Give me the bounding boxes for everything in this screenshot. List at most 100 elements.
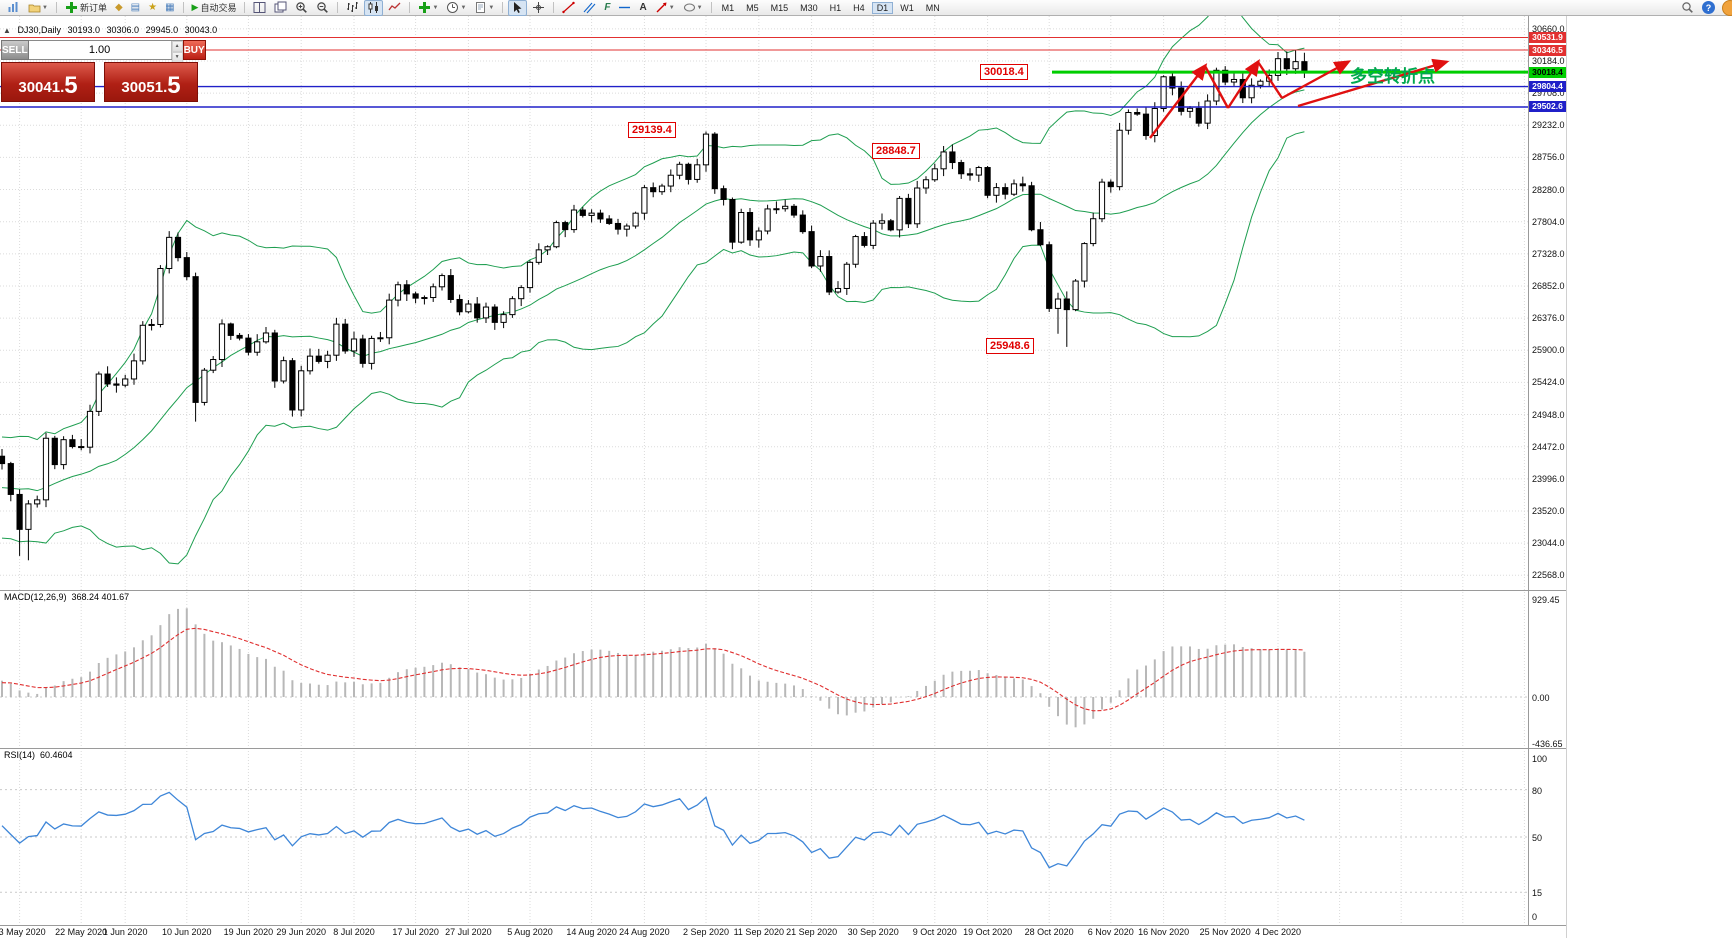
- timeframe-M15[interactable]: M15: [770, 2, 789, 13]
- price-axis-label: 28280.0: [1532, 184, 1565, 195]
- toolbar-separator: [244, 2, 246, 13]
- one-click-top-row: SELL ▲ ▼ BUY: [1, 40, 206, 63]
- date-axis-label: 24 Aug 2020: [619, 927, 670, 937]
- candlestick-chart-button[interactable]: [364, 0, 384, 16]
- new-chart-button[interactable]: [4, 0, 23, 16]
- market-watch-icon: ◆: [114, 2, 123, 13]
- channel-button[interactable]: [580, 0, 599, 16]
- date-axis-label: 6 Nov 2020: [1087, 927, 1134, 937]
- arrows-tool-button[interactable]: ▼: [652, 0, 678, 16]
- toolbar-separator: [710, 2, 712, 13]
- volume-up-button[interactable]: ▲: [171, 41, 183, 52]
- buy-button[interactable]: BUY: [182, 40, 206, 60]
- timeframe-M1[interactable]: M1: [721, 2, 735, 13]
- date-axis-label: 9 Oct 2020: [912, 927, 957, 937]
- volume-input[interactable]: [28, 41, 171, 59]
- text-tool-icon: A: [639, 2, 647, 13]
- sell-button[interactable]: SELL: [1, 40, 29, 60]
- toolbar-separator: [553, 2, 555, 13]
- cursor-button[interactable]: [508, 0, 528, 16]
- date-axis-label: 17 Jul 2020: [392, 927, 439, 937]
- date-axis-label: 14 Aug 2020: [566, 927, 617, 937]
- timeframe-group: M1 M5 M15 M30 H1 H4 D1 W1 MN: [716, 1, 946, 14]
- data-window-button[interactable]: ▤: [128, 0, 143, 16]
- price-axis-label: 27804.0: [1532, 216, 1565, 227]
- price-line-tag: 30346.5: [1529, 44, 1566, 56]
- price-axis[interactable]: 30660.0 30184.0 29708.0 29232.0 28756.0 28280…: [1529, 0, 1566, 938]
- text-button[interactable]: A: [636, 0, 649, 16]
- periods-button[interactable]: ▼: [443, 0, 469, 16]
- timeframe-W1[interactable]: W1: [900, 2, 914, 13]
- high-value: 30306.0: [106, 25, 140, 35]
- sell-price-box[interactable]: 30041. 5: [1, 62, 95, 102]
- price-axis-label: 24472.0: [1532, 441, 1565, 452]
- shapes-button[interactable]: ▼: [680, 0, 706, 16]
- navigator-icon: ★: [148, 2, 158, 13]
- price-axis-label: 23044.0: [1532, 538, 1565, 549]
- date-axis-label: 8 Jul 2020: [333, 927, 375, 937]
- help-button[interactable]: ?: [1699, 0, 1718, 16]
- timeframe-H4[interactable]: H4: [853, 2, 865, 13]
- price-axis-label: 29232.0: [1532, 120, 1565, 131]
- zoom-out-button[interactable]: [313, 0, 332, 16]
- date-axis-label: 25 Nov 2020: [1199, 927, 1251, 937]
- price-axis-label: 28756.0: [1532, 152, 1565, 163]
- new-order-button[interactable]: 新订单: [62, 0, 110, 16]
- navigator-button[interactable]: ★: [145, 0, 160, 16]
- crosshair-button[interactable]: [529, 0, 548, 16]
- horizontal-line-button[interactable]: [615, 0, 634, 16]
- search-button[interactable]: [1678, 0, 1697, 16]
- templates-button[interactable]: ▼: [471, 0, 497, 16]
- bar-chart-button[interactable]: [343, 0, 362, 16]
- date-axis-label: 10 Jun 2020: [162, 927, 212, 937]
- date-axis-label: 29 Jun 2020: [276, 927, 326, 937]
- trendline-button[interactable]: [559, 0, 578, 16]
- profiles-button[interactable]: ▼: [25, 0, 51, 16]
- line-chart-button[interactable]: [385, 0, 404, 16]
- timeframe-MN[interactable]: MN: [925, 2, 940, 13]
- one-click-toggle[interactable]: ▲: [3, 26, 11, 35]
- rsi-axis-label: 100: [1532, 754, 1548, 764]
- autotrading-label: 自动交易: [200, 3, 237, 13]
- price-axis-label: 24948.0: [1532, 409, 1565, 420]
- date-axis-label: 13 May 2020: [0, 927, 46, 937]
- rsi-axis-label: 0: [1532, 912, 1538, 922]
- toolbar-right-group: ?: [1677, 0, 1732, 16]
- tile-windows-button[interactable]: [250, 0, 269, 16]
- price-axis-label: 26852.0: [1532, 280, 1565, 291]
- date-axis-label: 16 Nov 2020: [1138, 927, 1190, 937]
- close-value: 30043.0: [184, 25, 218, 35]
- date-axis-label: 27 Jul 2020: [445, 927, 492, 937]
- price-line-tag: 29804.4: [1529, 81, 1566, 93]
- price-axis-label: 23996.0: [1532, 473, 1565, 484]
- indicators-button[interactable]: ▼: [415, 0, 441, 16]
- timeframe-M30[interactable]: M30: [800, 2, 818, 13]
- chart-ohlc-header: ▲ DJ30,Daily 30193.0 30306.0 29945.0 300…: [3, 25, 221, 35]
- cascade-windows-button[interactable]: [271, 0, 290, 16]
- zoom-in-button[interactable]: [292, 0, 311, 16]
- new-order-plus-icon: [65, 2, 77, 13]
- terminal-button[interactable]: ▦: [162, 0, 177, 16]
- toolbar: ▼ 新订单 ◆ ▤ ★ ▦ ▶ 自动交易 ▼ ▼ ▼ F A ▼ ▼ M1 M5 M…: [0, 0, 1732, 16]
- date-axis-label: 4 Dec 2020: [1254, 927, 1302, 937]
- buy-price-box[interactable]: 30051. 5: [104, 62, 198, 102]
- price-axis-label: 25900.0: [1532, 345, 1565, 356]
- rsi-axis-label: 80: [1532, 785, 1543, 796]
- autotrading-play-icon: ▶: [191, 2, 199, 12]
- price-line-tag: 30531.9: [1529, 31, 1566, 43]
- rsi-axis-label: 50: [1532, 833, 1543, 843]
- market-watch-button[interactable]: ◆: [112, 0, 126, 16]
- autotrading-button[interactable]: ▶ 自动交易: [189, 0, 240, 16]
- buy-price-main: 30051.: [121, 79, 168, 96]
- date-axis-label: 1 Jun 2020: [102, 927, 148, 937]
- timeframe-M5[interactable]: M5: [746, 2, 759, 13]
- timeframe-D1[interactable]: D1: [871, 1, 894, 14]
- price-axis-label: 30660.0: [1532, 23, 1565, 34]
- timeframe-H1[interactable]: H1: [829, 2, 842, 13]
- fibonacci-button[interactable]: F: [601, 0, 613, 16]
- corner-notification-icon[interactable]: [1722, 0, 1732, 16]
- sell-price-main: 30041.: [18, 79, 65, 96]
- symbol-period-label: DJ30,Daily: [17, 25, 61, 35]
